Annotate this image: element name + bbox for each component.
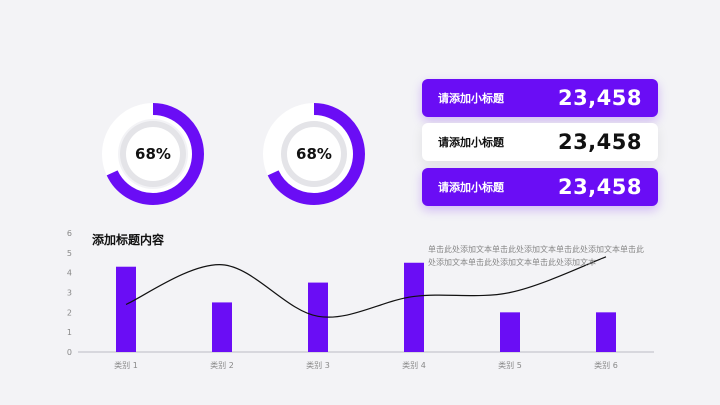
- y-axis: 0 1 2 3 4 5 6: [67, 229, 72, 357]
- bar: [308, 282, 328, 352]
- donut-2-center: [287, 127, 341, 181]
- y-tick-label: 4: [67, 269, 72, 278]
- y-tick-label: 6: [67, 229, 72, 238]
- donut-chart-2: 68%: [254, 94, 374, 214]
- chart-body-text: 单击此处添加文本单击此处添加文本单击此处添加文本单击此处添加文本单击此处添加文本…: [428, 245, 644, 267]
- donut-ring-1: [102, 103, 204, 205]
- x-tick-label: 类别 3: [306, 360, 330, 370]
- stat-card-3: 请添加小标题 23,458: [422, 168, 658, 206]
- x-axis-labels: 类别 1 类别 2 类别 3 类别 4 类别 5 类别 6: [114, 360, 618, 370]
- stat-card-3-value: 23,458: [557, 175, 642, 199]
- bar: [116, 266, 136, 352]
- donut-2-percentage: 68%: [296, 145, 332, 163]
- donut-chart-1: 68%: [93, 94, 213, 214]
- trend-line: [125, 256, 607, 318]
- stat-card-1: 请添加小标题 23,458: [422, 79, 658, 117]
- stat-card-1-value: 23,458: [557, 86, 642, 110]
- donut-2-progress-arc: [263, 103, 365, 205]
- x-tick-label: 类别 1: [114, 360, 138, 370]
- stat-card-1-label: 请添加小标题: [438, 92, 504, 105]
- stat-card-2: 请添加小标题 23,458: [422, 123, 658, 161]
- y-tick-label: 5: [67, 249, 72, 258]
- y-tick-label: 0: [67, 348, 72, 357]
- bar: [500, 312, 520, 352]
- y-tick-label: 2: [67, 308, 72, 317]
- bar: [404, 262, 424, 352]
- bar: [212, 302, 232, 352]
- x-tick-label: 类别 4: [402, 360, 426, 370]
- x-tick-label: 类别 2: [210, 360, 234, 370]
- donut-1-percentage: 68%: [135, 145, 171, 163]
- stat-card-3-label: 请添加小标题: [438, 181, 504, 194]
- x-tick-label: 类别 6: [594, 360, 618, 370]
- x-tick-label: 类别 5: [498, 360, 522, 370]
- chart-section-title: 添加标题内容: [92, 233, 165, 247]
- donut-1-center: [126, 127, 180, 181]
- y-tick-label: 3: [67, 289, 72, 298]
- donut-ring-2: [263, 103, 365, 205]
- bar-series: [116, 262, 616, 352]
- bar: [596, 312, 616, 352]
- stat-card-2-value: 23,458: [557, 130, 642, 154]
- y-tick-label: 1: [67, 328, 72, 337]
- donut-1-progress-arc: [102, 103, 204, 205]
- stat-card-2-label: 请添加小标题: [438, 136, 504, 149]
